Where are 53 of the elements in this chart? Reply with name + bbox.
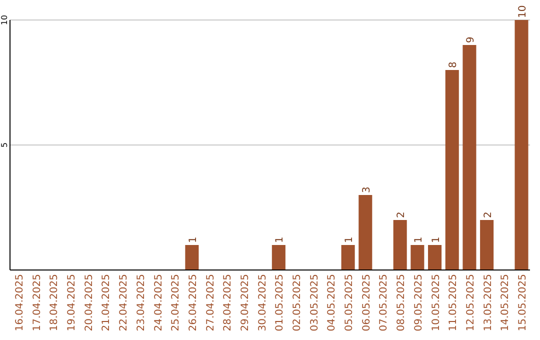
- x-tick-label: 30.04.2025: [257, 274, 268, 332]
- x-tick-label: 04.05.2025: [326, 274, 338, 332]
- x-tick-label: 16.04.2025: [14, 274, 26, 332]
- x-tick-label: 08.05.2025: [396, 274, 408, 332]
- data-label: 9: [465, 36, 476, 43]
- x-tick-label: 05.05.2025: [344, 274, 356, 332]
- data-label: 1: [344, 236, 356, 243]
- x-tick-label: 11.05.2025: [448, 274, 460, 332]
- x-tick-label: 29.04.2025: [240, 274, 251, 332]
- x-tick-label: 15.05.2025: [518, 274, 528, 332]
- data-label: 2: [482, 212, 494, 218]
- x-tick-label: 13.05.2025: [482, 274, 494, 332]
- data-label: 1: [430, 236, 442, 243]
- x-tick-label: 10.05.2025: [430, 274, 442, 332]
- data-label: 8: [448, 62, 460, 68]
- data-label: 1: [188, 236, 199, 243]
- x-tick-label: 07.05.2025: [378, 274, 390, 332]
- x-tick-label: 20.04.2025: [84, 274, 95, 332]
- bar: [358, 195, 372, 270]
- bar: [185, 245, 199, 270]
- x-tick-label: 25.04.2025: [170, 274, 182, 332]
- x-tick-label: 28.04.2025: [222, 274, 234, 332]
- data-label: 1: [274, 236, 286, 243]
- x-tick-label: 19.04.2025: [66, 274, 78, 332]
- data-label: 2: [396, 212, 408, 218]
- bar: [462, 45, 476, 270]
- bar: [428, 245, 442, 270]
- data-label: 1: [413, 236, 424, 243]
- x-tick-label: 23.04.2025: [136, 274, 147, 332]
- x-tick-label: 03.05.2025: [309, 274, 320, 332]
- x-tick-label: 06.05.2025: [361, 274, 372, 332]
- bar: [341, 245, 355, 270]
- y-tick-label: 5: [0, 142, 9, 148]
- data-label: 3: [361, 186, 372, 193]
- bar: [445, 70, 459, 270]
- data-label: 10: [518, 5, 528, 18]
- x-tick-label: 18.04.2025: [49, 274, 60, 332]
- x-tick-label: 17.04.2025: [32, 274, 43, 332]
- x-tick-label: 01.05.2025: [274, 274, 286, 332]
- x-tick-label: 24.04.2025: [153, 274, 164, 332]
- x-tick-label: 14.05.2025: [500, 274, 512, 332]
- x-tick-label: 27.04.2025: [205, 274, 216, 332]
- bar: [480, 220, 494, 270]
- x-tick-label: 09.05.2025: [413, 274, 424, 332]
- x-tick-label: 26.04.2025: [188, 274, 199, 332]
- x-tick-label: 21.04.2025: [101, 274, 112, 332]
- x-tick-label: 02.05.2025: [292, 274, 304, 332]
- bar: [272, 245, 286, 270]
- bar: [393, 220, 407, 270]
- x-tick-label: 12.05.2025: [465, 274, 476, 332]
- bar: [410, 245, 424, 270]
- bar: [514, 20, 528, 270]
- x-tick-label: 22.04.2025: [118, 274, 130, 332]
